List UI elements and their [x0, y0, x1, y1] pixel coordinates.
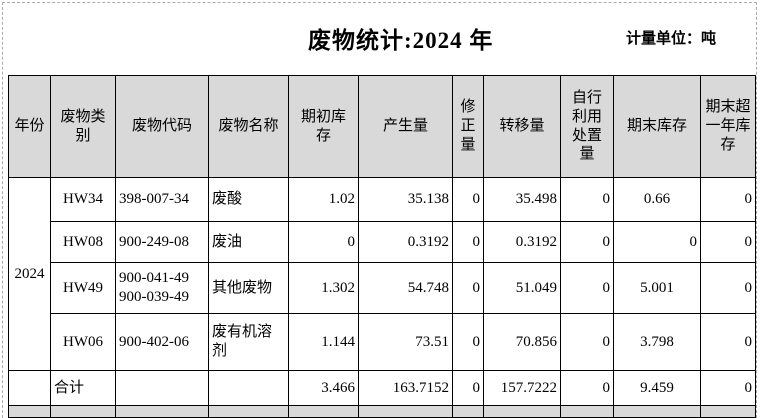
table-cell: 1.302 — [288, 262, 359, 314]
table-cell: 398-007-34 — [115, 177, 209, 222]
table-cell: 其他废物 — [208, 262, 289, 314]
table-cell: 废有机溶 剂 — [208, 313, 289, 371]
table-cell: 70.856 — [483, 313, 561, 371]
table-cell: 0 — [560, 177, 614, 222]
table-cell: 0 — [700, 177, 756, 222]
table-cell: 900-402-06 — [115, 313, 209, 371]
table-row: HW08 900-249-08 废油 0 0.3192 0 0.3192 0 0… — [9, 221, 756, 263]
table-cell: HW08 — [50, 221, 116, 263]
table-cell — [560, 405, 614, 418]
table-cell: HW34 — [50, 177, 116, 222]
table-row: HW49 900-041-49 900-039-49 其他废物 1.302 54… — [9, 262, 756, 314]
col-header-name: 废物名称 — [208, 75, 289, 178]
page-title: 废物统计:2024 年 — [308, 28, 494, 53]
col-header-closing-stock: 期末库存 — [613, 75, 701, 178]
table-cell: 1.144 — [288, 313, 359, 371]
table-cell — [8, 405, 51, 418]
total-row: 合计 3.466 163.7152 0 157.7222 0 9.459 0 — [8, 370, 756, 406]
table-cell — [288, 405, 359, 418]
table-cell: 0 — [700, 262, 756, 314]
page-break-line-right — [756, 2, 757, 418]
clipped-next-header-row — [8, 405, 756, 418]
table-cell: 0 — [452, 177, 484, 222]
table-cell: 9.459 — [613, 370, 701, 406]
total-label-cell: 合计 — [50, 370, 116, 406]
table-cell — [358, 405, 453, 418]
table-cell — [483, 405, 561, 418]
col-header-year: 年份 — [8, 75, 51, 178]
table-cell: 35.138 — [358, 177, 453, 222]
table-cell — [452, 405, 484, 418]
waste-stats-table: 年份 废物类 别 废物代码 废物名称 期初库 存 产生量 修 正 量 转移量 自… — [8, 75, 756, 418]
col-header-category: 废物类 别 — [50, 75, 116, 178]
col-header-over-one-year-stock: 期末超 一年库 存 — [700, 75, 756, 178]
table-cell — [8, 370, 51, 406]
table-cell: 0 — [452, 221, 484, 263]
table-cell — [115, 370, 209, 406]
table-cell: 0 — [700, 370, 756, 406]
col-header-code: 废物代码 — [115, 75, 209, 178]
table-cell: 0 — [613, 221, 701, 263]
table-cell: 0 — [452, 370, 484, 406]
page-break-line-top — [2, 2, 757, 3]
table-row: HW06 900-402-06 废有机溶 剂 1.144 73.51 0 70.… — [9, 313, 756, 371]
table-cell: 157.7222 — [483, 370, 561, 406]
table-cell: 0 — [560, 313, 614, 371]
table-cell: 5.001 — [613, 262, 701, 314]
col-header-generated: 产生量 — [358, 75, 453, 178]
table-cell: 900-041-49 900-039-49 — [115, 262, 209, 314]
page-break-line-left — [2, 2, 3, 418]
table-cell: 0 — [452, 313, 484, 371]
col-header-transferred: 转移量 — [483, 75, 561, 178]
table-cell: HW49 — [50, 262, 116, 314]
table-cell: 900-249-08 — [115, 221, 209, 263]
table-cell: 35.498 — [483, 177, 561, 222]
table-cell: 3.798 — [613, 313, 701, 371]
table-cell: 163.7152 — [358, 370, 453, 406]
table-cell — [208, 405, 289, 418]
table-cell: 0 — [288, 221, 359, 263]
table-cell: 1.02 — [288, 177, 359, 222]
table-cell: 0.3192 — [358, 221, 453, 263]
table-cell: 0 — [452, 262, 484, 314]
col-header-correction: 修 正 量 — [452, 75, 484, 178]
year-cell: 2024 — [8, 177, 51, 371]
table-cell: 0.3192 — [483, 221, 561, 263]
table-cell: 0 — [560, 262, 614, 314]
table-cell: 3.466 — [288, 370, 359, 406]
unit-label: 计量单位：吨 — [626, 31, 717, 47]
table-cell — [115, 405, 209, 418]
table-cell — [613, 405, 701, 418]
table-cell: 废油 — [208, 221, 289, 263]
table-cell: 0 — [560, 370, 614, 406]
header-row: 年份 废物类 别 废物代码 废物名称 期初库 存 产生量 修 正 量 转移量 自… — [8, 75, 756, 178]
table-cell: 0 — [700, 313, 756, 371]
table-cell: 0.66 — [613, 177, 701, 222]
table-cell: 73.51 — [358, 313, 453, 371]
table-cell: 0 — [700, 221, 756, 263]
table-cell: 54.748 — [358, 262, 453, 314]
table-row: 2024 HW34 398-007-34 废酸 1.02 35.138 0 35… — [8, 177, 756, 371]
table-cell — [208, 370, 289, 406]
table-cell — [50, 405, 116, 418]
table-cell — [700, 405, 756, 418]
table-cell: 51.049 — [483, 262, 561, 314]
table-cell: 废酸 — [208, 177, 289, 222]
col-header-self-disposal: 自行 利用 处置 量 — [560, 75, 614, 178]
table-cell: HW06 — [50, 313, 116, 371]
table-cell: 0 — [560, 221, 614, 263]
col-header-opening-stock: 期初库 存 — [288, 75, 359, 178]
